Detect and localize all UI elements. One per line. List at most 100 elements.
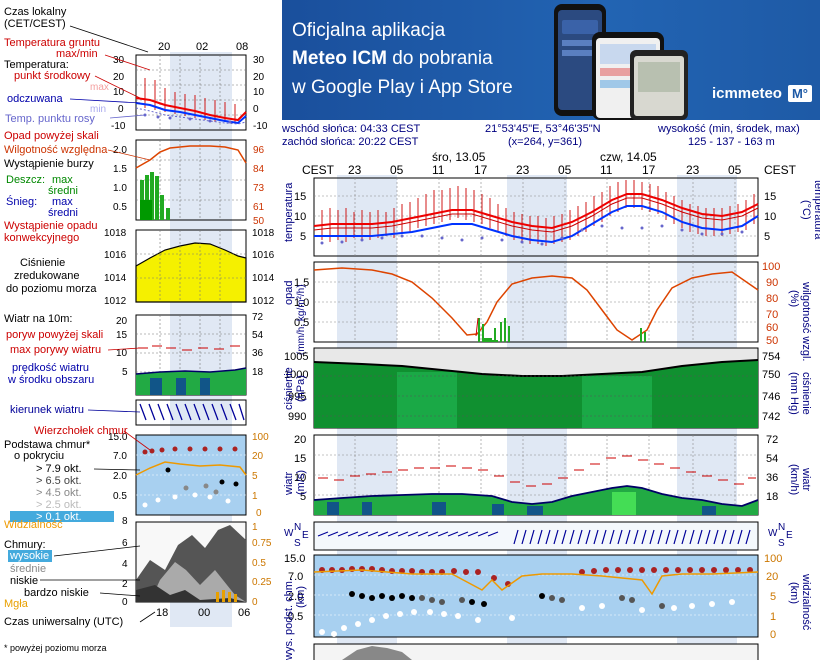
- banner-line1: Oficjalna aplikacja: [292, 20, 446, 41]
- temp-axis-r: -10: [253, 121, 268, 132]
- legend-rain: Deszcz:: [6, 174, 45, 186]
- pressure-axis-l: 995: [288, 391, 306, 403]
- wind-panel: 20 15 10 5 72 54 36 18 wiatr (m/s) (km/h…: [283, 434, 812, 516]
- humid-axis: 70: [766, 309, 778, 321]
- pressure-axis-r: 750: [762, 369, 780, 381]
- vis-axis: 0: [256, 508, 262, 519]
- legend-wind-dir: kierunek wiatru: [10, 404, 84, 416]
- wind-axis-l: 20: [294, 434, 306, 446]
- hour-tick: 11: [600, 163, 613, 177]
- temperature-panel: 15 10 5 15 10 5 temperatura (°C) tempera…: [283, 177, 820, 257]
- pressure-axis-r: 1014: [252, 273, 275, 284]
- cloud-axis-r: 0: [252, 597, 258, 608]
- humid-axis: 50: [766, 335, 778, 347]
- cloud-axis: 15.0: [284, 553, 305, 565]
- hour-tick: 23: [516, 163, 530, 177]
- cloud-axis: 0: [122, 597, 128, 608]
- dir-n: N: [294, 522, 301, 533]
- wind-panel-unit-r: (km/h): [788, 464, 800, 495]
- temp-mid-line: [313, 197, 759, 233]
- legend-cloud-base-1: Podstawa chmur*: [4, 439, 91, 451]
- pressure-axis-l: 1014: [104, 273, 127, 284]
- location-info: wschód słońca: 04:33 CEST zachód słońca:…: [281, 121, 820, 151]
- legend-utc-tick: 18: [156, 607, 168, 619]
- visibility-line: [313, 569, 759, 596]
- cloud-panel-unit: (km): [295, 586, 307, 608]
- banner-line2: Meteo ICM do pobrania: [292, 48, 493, 70]
- legend-svg: Czas lokalny (CET/CEST) 20 02 08 30 20 1…: [4, 6, 275, 653]
- dir-n-r: N: [778, 522, 785, 533]
- precip-axis: 1.5: [294, 277, 309, 289]
- vis-axis: 20: [252, 451, 264, 462]
- legend-utc: Czas uniwersalny (UTC): [4, 616, 123, 628]
- cest-label-left: CEST: [302, 163, 335, 177]
- pressure-axis-r: 1016: [252, 250, 275, 261]
- wind-axis-r: 72: [766, 434, 778, 446]
- app-banner[interactable]: Oficjalna aplikacja Meteo ICM do pobrani…: [282, 0, 820, 120]
- temp-axis-r: 5: [764, 231, 770, 243]
- wind-axis-l: 10: [116, 348, 128, 359]
- precip-axis: 0.5: [294, 317, 309, 329]
- pressure-axis-r: 1012: [252, 296, 275, 307]
- legend-temp-ground-maxmin: max/min: [56, 48, 98, 60]
- legend-time-tick: 02: [196, 41, 208, 53]
- precip-axis: 0.5: [113, 202, 127, 213]
- wind-panel-label-r: wiatr: [800, 467, 812, 492]
- humidity-line: [313, 267, 759, 341]
- legend-fog: Mgła: [4, 598, 29, 610]
- wind-axis-r: 72: [252, 312, 264, 323]
- humid-axis: 61: [253, 202, 265, 213]
- logo-badge: M°: [787, 85, 812, 102]
- cloud-axis: 2: [122, 579, 128, 590]
- wind-axis-l: 5: [300, 491, 306, 503]
- day2-label: czw, 14.05: [600, 150, 657, 164]
- wind-speed-line: [313, 485, 759, 507]
- vis-axis: 1: [770, 611, 776, 623]
- day1-label: śro, 13.05: [432, 150, 486, 164]
- hour-tick: 17: [474, 163, 488, 177]
- pressure-axis-l: 990: [288, 411, 306, 423]
- temp-axis-l: 15: [294, 191, 306, 203]
- legend-okt: > 4.5 okt.: [36, 487, 82, 499]
- temp-axis-r: 30: [253, 55, 265, 66]
- legend-wind-label: Wiatr na 10m:: [4, 313, 72, 325]
- legend-snow-mean: średni: [48, 207, 78, 219]
- legend-visibility: Widzialność: [4, 519, 63, 531]
- precip-axis: 2.0: [113, 145, 127, 156]
- legend-storm: Wystąpienie burzy: [4, 158, 94, 170]
- wind-axis-r: 18: [766, 491, 778, 503]
- legend-cloud-top: Wierzchołek chmur: [34, 425, 128, 437]
- meteogram-legend: Czas lokalny (CET/CEST) 20 02 08 30 20 1…: [0, 0, 282, 660]
- legend-wind-speed-1: prędkość wiatru: [12, 362, 89, 374]
- precip-panel-unit: (mm/h, kg/m²/h): [296, 284, 307, 355]
- dir-w-r: W: [768, 528, 778, 539]
- legend-cloud-low: niskie: [10, 575, 38, 587]
- legend-temp-feel: odczuwana: [7, 93, 64, 105]
- pressure-axis-r: 742: [762, 411, 780, 423]
- dir-w: W: [284, 528, 294, 539]
- pressure-panel-unit: (hPa): [295, 375, 307, 402]
- temp-axis-r: 0: [253, 104, 259, 115]
- legend-wind-speed-2: w środku obszaru: [7, 374, 94, 386]
- vis-axis: 100: [764, 553, 782, 565]
- wind-gust-marks: [318, 455, 756, 487]
- humid-axis: 90: [766, 277, 778, 289]
- legend-pressure-1: Ciśnienie: [20, 257, 65, 269]
- banner-line2-rest: do pobrania: [392, 48, 493, 69]
- vis-axis: 20: [766, 571, 778, 583]
- cloud-axis: 6: [122, 538, 128, 549]
- pressure-panel-label: ciśnienie: [283, 367, 295, 410]
- vis-axis: 100: [252, 432, 269, 443]
- wind-axis-l: 20: [116, 316, 128, 327]
- humid-panel-unit: (%): [788, 290, 800, 307]
- legend-okt: > 2.5 okt.: [36, 499, 82, 511]
- temp-axis-l: 20: [113, 72, 125, 83]
- legend-rain-mean: średni: [48, 185, 78, 197]
- legend-footnote: * powyżej poziomu morza: [4, 643, 107, 653]
- humid-axis: 73: [253, 183, 265, 194]
- legend-cloud-base-2: o pokryciu: [14, 450, 64, 462]
- legend-precip-above: Opad powyżej skali: [4, 130, 99, 142]
- legend-snow: Śnieg:: [6, 195, 37, 208]
- precip-axis: 1.0: [113, 183, 127, 194]
- pressure-axis-l: 1016: [104, 250, 127, 261]
